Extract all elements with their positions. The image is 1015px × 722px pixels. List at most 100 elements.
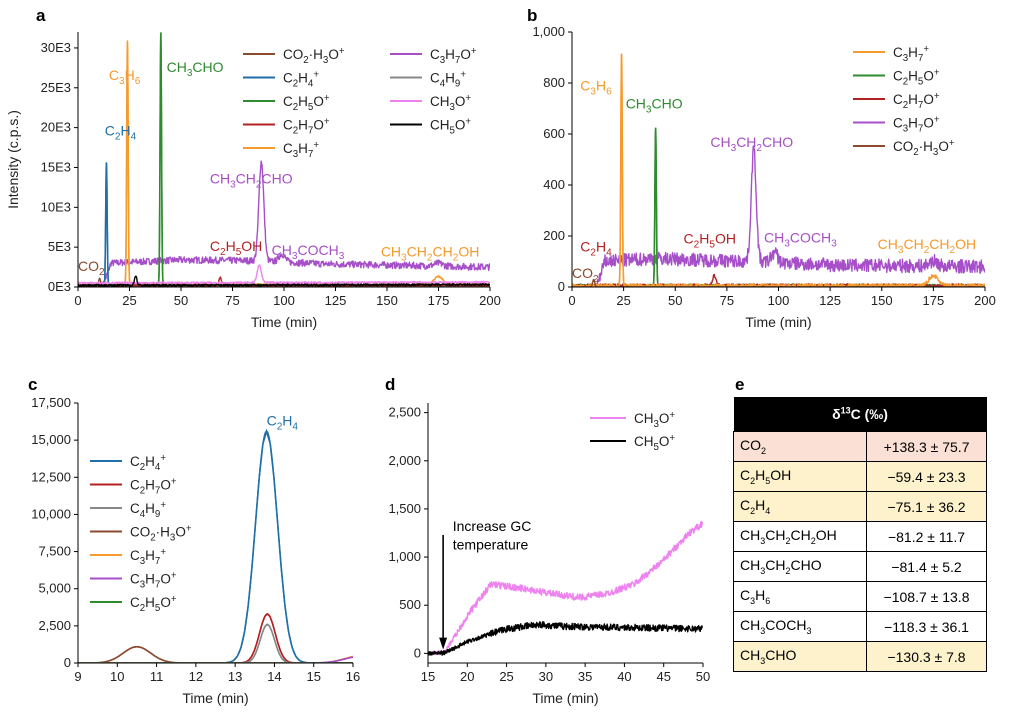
annotation: C2H5OH — [684, 231, 736, 251]
x-axis-label: Time (min) — [532, 690, 598, 706]
y-tick-label: 5E3 — [48, 239, 71, 254]
panel-label-c: c — [28, 375, 38, 394]
y-tick-label: 500 — [399, 597, 421, 612]
legend-entry: C2H5O+​ — [130, 594, 177, 614]
annotation: CO2​ — [572, 265, 599, 285]
x-axis-label: Time (min) — [251, 314, 317, 330]
x-tick-label: 50 — [174, 293, 188, 308]
x-tick-label: 200 — [479, 293, 501, 308]
series-line-c-0 — [78, 430, 353, 663]
x-tick-label: 45 — [656, 669, 670, 684]
x-tick-label: 0 — [74, 293, 81, 308]
x-tick-label: 175 — [923, 293, 945, 308]
legend-entry: C3H7+​ — [283, 140, 319, 160]
x-tick-label: 30 — [539, 669, 553, 684]
y-tick-label: 10E3 — [41, 199, 71, 214]
table-row: CH3CH2CH2OH −81.2 ± 11.7 — [732, 521, 987, 552]
legend-entry: C2H4+​ — [130, 453, 166, 473]
y-tick-label: 2,500 — [38, 618, 71, 633]
y-tick-label: 600 — [543, 126, 565, 141]
legend-entry: C4H9+​ — [130, 500, 166, 520]
series-line-b-2 — [572, 273, 985, 287]
table-row: CH3CH2CHO −81.4 ± 5.2 — [732, 551, 987, 582]
compound-cell: C2H4 — [732, 491, 868, 522]
x-tick-label: 35 — [578, 669, 592, 684]
legend-entry: C2H7O+​ — [130, 477, 177, 497]
series-line-d-1 — [428, 621, 703, 656]
panel-label-e: e — [735, 375, 745, 394]
y-tick-label: 1,000 — [388, 549, 421, 564]
annotation: CH3CH2CHO — [210, 170, 293, 190]
legend-entry: C3H7O+​ — [893, 115, 940, 135]
annotation: temperature — [453, 536, 529, 552]
x-tick-label: 10 — [110, 669, 124, 684]
y-tick-label: 2,500 — [388, 405, 421, 420]
x-tick-label: 50 — [668, 293, 682, 308]
x-tick-label: 15 — [421, 669, 435, 684]
y-tick-label: 1,000 — [532, 24, 565, 39]
value-cell: −75.1 ± 36.2 — [866, 491, 987, 522]
x-tick-label: 12 — [189, 669, 203, 684]
annotation: C3H6​ — [580, 78, 612, 98]
annotation: Increase GC — [453, 518, 532, 534]
legend-entry: C2H4+​ — [283, 70, 319, 90]
x-tick-label: 9 — [74, 669, 81, 684]
y-tick-label: 10,000 — [31, 506, 71, 521]
value-cell: −108.7 ± 13.8 — [866, 581, 987, 612]
series-line-a-7 — [78, 275, 490, 287]
peak-c-4 — [297, 655, 353, 663]
x-tick-label: 125 — [325, 293, 347, 308]
annotation: CH3COCH3​ — [764, 229, 837, 249]
series-line-a-6 — [78, 264, 490, 285]
legend-entry: C3H7O+​ — [430, 46, 477, 66]
x-tick-label: 25 — [122, 293, 136, 308]
legend-entry: C3H7O+​ — [130, 571, 177, 591]
y-tick-label: 25E3 — [41, 80, 71, 95]
table-row: C2H4 −75.1 ± 36.2 — [732, 491, 987, 522]
chart-a: 0 25 50 75 100 125 150 175 200 0E3 5E3 10E3 15E3 20E3… — [5, 32, 501, 330]
series-line-c-5 — [78, 656, 353, 663]
annotation: C2H4​ — [105, 123, 137, 143]
x-tick-label: 15 — [306, 669, 320, 684]
x-tick-label: 11 — [150, 669, 164, 684]
series-line-c-3 — [78, 645, 353, 663]
table-row: CO2 +138.3 ± 75.7 — [732, 431, 987, 462]
value-cell: −59.4 ± 23.3 — [866, 461, 987, 492]
x-tick-label: 150 — [871, 293, 893, 308]
legend-entry: C2H5O+​ — [893, 68, 940, 88]
legend-entry: C4H9+​ — [430, 70, 466, 90]
compound-cell: CH3CH2CHO — [732, 551, 868, 582]
legend-entry: CH5O+​ — [430, 117, 471, 137]
legend-entry: CH3O+​ — [430, 93, 471, 113]
y-tick-label: 800 — [543, 75, 565, 90]
peak-c-5 — [297, 656, 353, 663]
legend-entry: CO2·H3O+​ — [283, 46, 345, 66]
y-tick-label: 2,000 — [388, 453, 421, 468]
annotation: C3H6​ — [109, 67, 141, 87]
x-tick-label: 50 — [696, 669, 710, 684]
x-tick-label: 175 — [428, 293, 450, 308]
arrow-head — [439, 637, 448, 650]
value-cell: +138.3 ± 75.7 — [866, 431, 987, 462]
peak-c-0 — [222, 428, 311, 663]
annotation: CH3CH2CH2OH — [878, 236, 977, 256]
compound-cell: CH3CHO — [732, 641, 868, 672]
x-tick-label: 75 — [720, 293, 734, 308]
value-cell: −118.3 ± 36.1 — [866, 611, 987, 642]
value-cell: −130.3 ± 7.8 — [866, 641, 987, 672]
value-cell: −81.2 ± 11.7 — [866, 521, 987, 552]
annotation: CH3CHO — [626, 96, 683, 116]
x-tick-label: 100 — [768, 293, 790, 308]
x-tick-label: 14 — [267, 669, 281, 684]
legend-entry: C2H7O+​ — [283, 117, 330, 137]
legend-entry: CO2·H3O+​ — [893, 138, 955, 158]
y-tick-label: 0 — [558, 279, 565, 294]
annotation: CH3CH2CHO — [710, 134, 793, 154]
compound-cell: CH3COCH3 — [732, 611, 868, 642]
series-line-c-4 — [78, 655, 353, 663]
annotation: CO2​ — [78, 258, 105, 278]
x-tick-label: 20 — [460, 669, 474, 684]
x-axis-label: Time (min) — [745, 314, 811, 330]
chart-c: 9 10 11 12 13 14 15 16 0 2,500 5,000 7,500 10,000 12,… — [31, 395, 360, 706]
